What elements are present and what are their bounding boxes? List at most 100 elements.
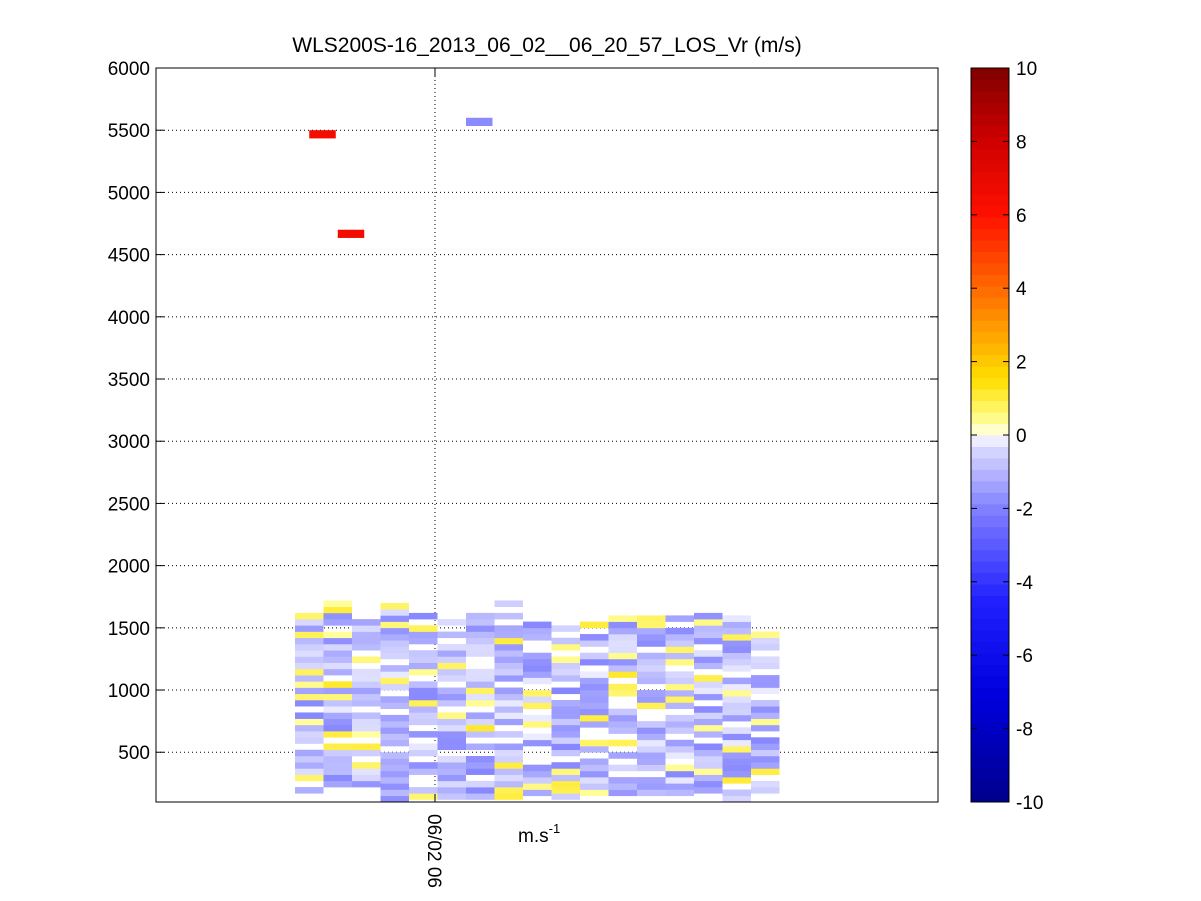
heatmap-cell: [295, 619, 324, 626]
heatmap-cell: [494, 656, 523, 663]
colorbar-tick-label: -4: [1016, 573, 1033, 594]
heatmap-cell: [551, 793, 580, 800]
colorbar-segment: [971, 492, 1009, 505]
heatmap-cell: [466, 681, 495, 688]
heatmap-cell: [637, 627, 666, 635]
heatmap-cell: [722, 795, 751, 803]
heatmap-cell: [665, 770, 694, 778]
heatmap-cell: [665, 640, 694, 647]
heatmap-cell: [466, 687, 495, 695]
heatmap-cell: [722, 770, 751, 778]
heatmap-cell: [380, 615, 409, 622]
heatmap-cell: [466, 650, 495, 657]
heatmap-cell: [494, 762, 523, 769]
heatmap-cell: [580, 758, 609, 765]
heatmap-cell: [637, 746, 666, 753]
heatmap-cell: [637, 783, 666, 790]
heatmap-cell: [722, 702, 751, 709]
heatmap-cell: [551, 712, 580, 719]
heatmap-cell: [409, 787, 438, 794]
heatmap-cell: [694, 706, 723, 713]
colorbar-segment: [971, 664, 1009, 677]
heatmap-cell: [694, 787, 723, 794]
heatmap-cell: [352, 724, 381, 732]
plot-frame: [155, 67, 939, 803]
heatmap-cell: [437, 768, 466, 775]
heatmap-cell: [323, 731, 352, 738]
colorbar-segment: [971, 171, 1009, 184]
colorbar-segment: [971, 744, 1009, 757]
heatmap-cell: [665, 789, 694, 797]
colorbar-tick-label: 4: [1016, 279, 1027, 300]
heatmap-cell: [523, 627, 552, 635]
heatmap-cell: [665, 690, 694, 697]
colorbar-segment: [971, 205, 1009, 218]
heatmap-cell: [722, 683, 751, 691]
heatmap-cell: [637, 758, 666, 765]
heatmap-cell: [580, 696, 609, 703]
y-tick-label: 3500: [108, 370, 150, 391]
heatmap-cell: [751, 699, 780, 707]
heatmap-cell: [637, 727, 666, 734]
heatmap-cell: [694, 619, 723, 626]
heatmap-cell: [295, 681, 324, 688]
heatmap-cell: [295, 625, 324, 632]
chart-title: WLS200S-16_2013_06_02__06_20_57_LOS_Vr (…: [292, 34, 801, 57]
heatmap-cell: [352, 780, 381, 788]
heatmap-cell: [637, 739, 666, 747]
isolated-cell: [466, 117, 493, 126]
colorbar-segment: [971, 607, 1009, 619]
heatmap-cell: [466, 644, 495, 651]
colorbar-segment: [971, 710, 1009, 723]
heatmap-cell: [665, 746, 694, 753]
heatmap-cell: [608, 671, 637, 678]
heatmap-cell: [694, 780, 723, 788]
heatmap-cell: [637, 652, 666, 660]
heatmap-cell: [380, 683, 409, 691]
heatmap-cell: [494, 712, 523, 719]
heatmap-cell: [580, 677, 609, 685]
heatmap-cell: [637, 777, 666, 784]
colorbar-segment: [971, 790, 1009, 803]
heatmap-cell: [352, 731, 381, 738]
heatmap-cell: [722, 746, 751, 753]
heatmap-cell: [580, 739, 609, 747]
heatmap-cell: [722, 615, 751, 622]
heatmap-cell: [295, 644, 324, 651]
colorbar-tick-label: -8: [1016, 720, 1033, 741]
heatmap-cell: [694, 612, 723, 620]
heatmap-cell: [523, 696, 552, 703]
heatmap-cell: [380, 789, 409, 797]
heatmap-cell: [380, 640, 409, 647]
colorbar-segment: [971, 136, 1009, 149]
heatmap-cell: [409, 731, 438, 738]
y-tick-label: 2000: [108, 557, 150, 578]
heatmap-cell: [352, 712, 381, 719]
heatmap-cell: [352, 625, 381, 632]
heatmap-cell: [637, 677, 666, 685]
heatmap-cell: [380, 665, 409, 672]
heatmap-cell: [694, 681, 723, 688]
heatmap-cell: [380, 677, 409, 685]
heatmap-cell: [380, 739, 409, 747]
heatmap-cell: [694, 755, 723, 763]
heatmap-cell: [722, 652, 751, 660]
heatmap-cell: [352, 699, 381, 707]
heatmap-cell: [380, 733, 409, 741]
colorbar-segment: [971, 331, 1009, 344]
heatmap-cell: [295, 731, 324, 738]
heatmap-cell: [437, 731, 466, 738]
heatmap-cell: [637, 690, 666, 697]
heatmap-cell: [323, 644, 352, 651]
heatmap-cell: [523, 770, 552, 778]
heatmap-cell: [437, 774, 466, 782]
heatmap-cell: [323, 662, 352, 670]
heatmap-cell: [437, 650, 466, 657]
heatmap-cell: [523, 789, 552, 797]
heatmap-cell: [608, 658, 637, 666]
heatmap-cell: [437, 668, 466, 676]
colorbar-segment: [971, 79, 1009, 92]
heatmap-cell: [494, 668, 523, 676]
heatmap-cell: [380, 634, 409, 641]
heatmap-cell: [437, 793, 466, 800]
